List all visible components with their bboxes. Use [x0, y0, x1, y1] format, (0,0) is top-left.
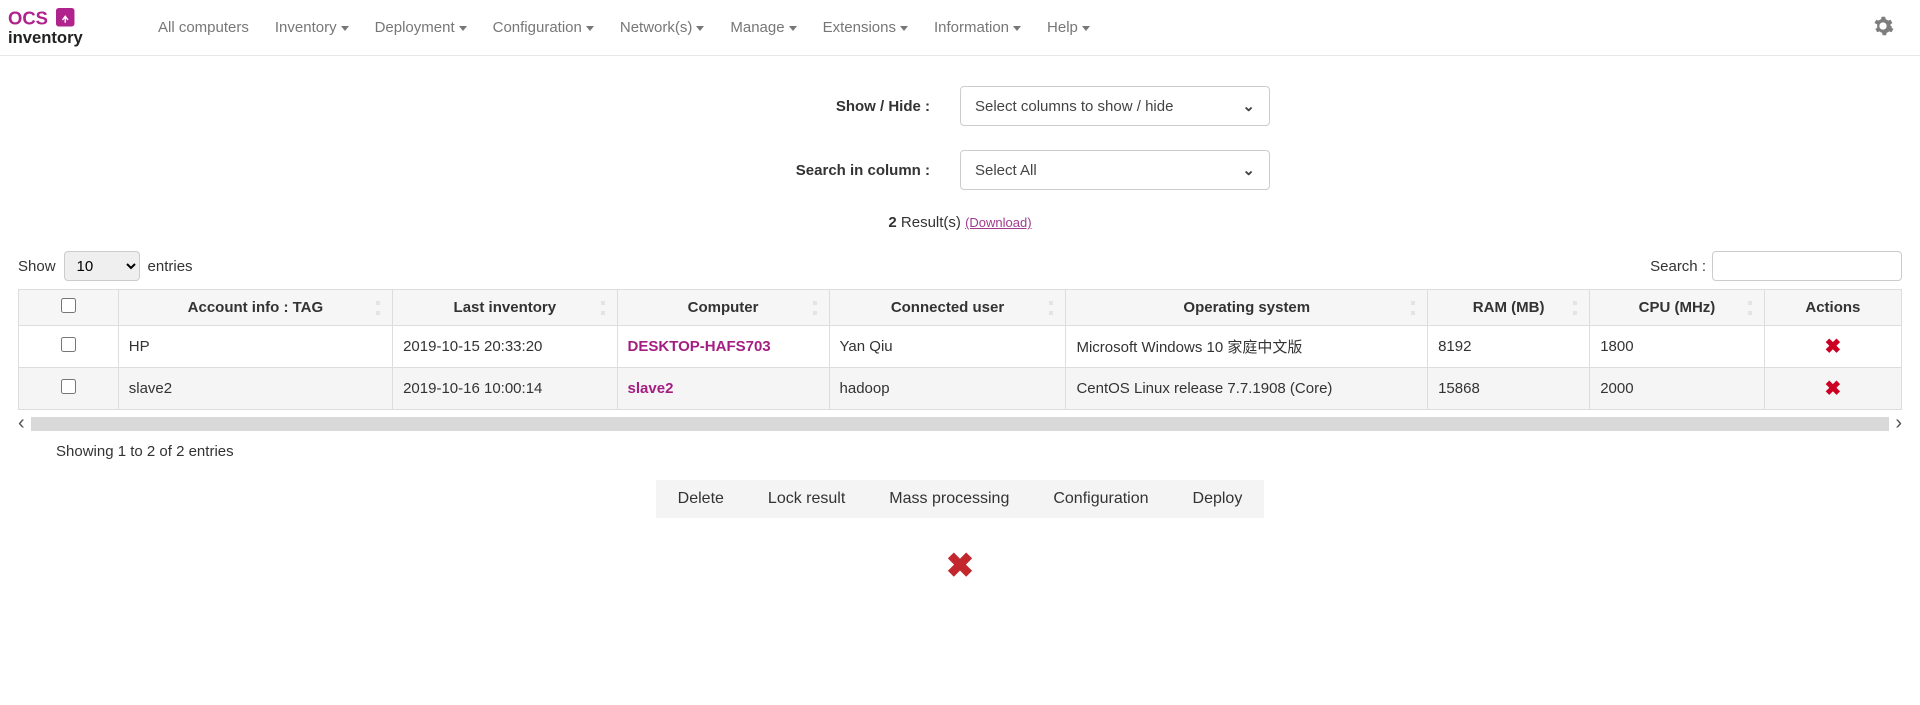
computers-table: Account info : TAG Last inventory Comput… [18, 289, 1902, 410]
cell-ram: 8192 [1428, 326, 1590, 368]
mass-processing-button[interactable]: Mass processing [867, 480, 1031, 518]
delete-row-icon[interactable]: ✖ [1825, 376, 1842, 401]
nav-item-configuration[interactable]: Configuration [493, 19, 594, 36]
scroll-track[interactable] [31, 417, 1890, 431]
navbar: OCS inventory All computers Inventory Depl… [0, 0, 1920, 56]
col-checkbox [19, 290, 119, 326]
chevron-down-icon: ⌄ [1242, 97, 1255, 115]
cell-computer: slave2 [617, 368, 829, 410]
row-checkbox[interactable] [61, 337, 76, 352]
search-input[interactable] [1712, 251, 1902, 281]
caret-down-icon [1013, 26, 1021, 31]
caret-down-icon [789, 26, 797, 31]
nav-item-network-s-[interactable]: Network(s) [620, 19, 705, 36]
caret-down-icon [341, 26, 349, 31]
col-os[interactable]: Operating system [1066, 290, 1428, 326]
caret-down-icon [459, 26, 467, 31]
col-actions: Actions [1764, 290, 1901, 326]
caret-down-icon [696, 26, 704, 31]
cell-last-inventory: 2019-10-16 10:00:14 [393, 368, 617, 410]
length-search-row: Show 10 entries Search : [0, 251, 1920, 289]
cell-tag: HP [118, 326, 392, 368]
table-wrap: Account info : TAG Last inventory Comput… [18, 289, 1902, 410]
show-label: Show [18, 258, 56, 275]
col-last-inventory[interactable]: Last inventory [393, 290, 617, 326]
col-connected-user[interactable]: Connected user [829, 290, 1066, 326]
mass-actions-bar: DeleteLock resultMass processingConfigur… [0, 480, 1920, 518]
page-length-select[interactable]: 10 [64, 251, 140, 281]
horizontal-scroll: ‹ › [18, 412, 1902, 435]
col-cpu[interactable]: CPU (MHz) [1590, 290, 1765, 326]
cell-actions: ✖ [1764, 368, 1901, 410]
nav-item-all-computers[interactable]: All computers [158, 19, 249, 36]
cell-ram: 15868 [1428, 368, 1590, 410]
col-account-tag[interactable]: Account info : TAG [118, 290, 392, 326]
search-label: Search : [1650, 258, 1706, 275]
cell-os: CentOS Linux release 7.7.1908 (Core) [1066, 368, 1428, 410]
table-row: HP2019-10-15 20:33:20 DESKTOP-HAFS703 Yan … [19, 326, 1902, 368]
scroll-left-icon[interactable]: ‹ [18, 412, 25, 435]
cell-actions: ✖ [1764, 326, 1901, 368]
configuration-button[interactable]: Configuration [1031, 480, 1170, 518]
show-hide-label: Show / Hide : [650, 98, 930, 115]
search-column-label: Search in column : [650, 162, 930, 179]
cell-user: Yan Qiu [829, 326, 1066, 368]
search-column-select[interactable]: Select All ⌄ [960, 150, 1270, 190]
scroll-right-icon[interactable]: › [1895, 412, 1902, 435]
nav-item-deployment[interactable]: Deployment [375, 19, 467, 36]
delete-button[interactable]: Delete [656, 480, 746, 518]
filter-area: Show / Hide : Select columns to show / h… [0, 86, 1920, 231]
deploy-button[interactable]: Deploy [1171, 480, 1265, 518]
nav-item-information[interactable]: Information [934, 19, 1021, 36]
results-line: 2 Result(s) (Download) [0, 214, 1920, 231]
cell-tag: slave2 [118, 368, 392, 410]
col-ram[interactable]: RAM (MB) [1428, 290, 1590, 326]
svg-text:inventory: inventory [8, 28, 84, 47]
nav-item-help[interactable]: Help [1047, 19, 1090, 36]
computer-link[interactable]: slave2 [628, 380, 674, 397]
caret-down-icon [586, 26, 594, 31]
svg-text:OCS: OCS [8, 8, 48, 29]
search-column-value: Select All [975, 162, 1037, 179]
settings-gear-icon[interactable] [1872, 15, 1894, 40]
results-count: 2 [888, 214, 896, 231]
close-panel: ✖ [0, 546, 1920, 586]
cell-last-inventory: 2019-10-15 20:33:20 [393, 326, 617, 368]
nav-item-extensions[interactable]: Extensions [823, 19, 908, 36]
chevron-down-icon: ⌄ [1242, 161, 1255, 179]
download-link[interactable]: (Download) [965, 215, 1031, 230]
cell-computer: DESKTOP-HAFS703 [617, 326, 829, 368]
lock-result-button[interactable]: Lock result [746, 480, 867, 518]
close-icon[interactable]: ✖ [946, 547, 975, 585]
nav-items: All computers Inventory Deployment Configur… [158, 19, 1854, 36]
cell-os: Microsoft Windows 10 家庭中文版 [1066, 326, 1428, 368]
nav-item-manage[interactable]: Manage [730, 19, 796, 36]
table-row: slave22019-10-16 10:00:14slave2hadoopCen… [19, 368, 1902, 410]
row-checkbox[interactable] [61, 379, 76, 394]
cell-cpu: 1800 [1590, 326, 1765, 368]
entries-label: entries [148, 258, 193, 275]
results-label: Result(s) [897, 214, 965, 231]
nav-item-inventory[interactable]: Inventory [275, 19, 349, 36]
delete-row-icon[interactable]: ✖ [1825, 334, 1842, 359]
caret-down-icon [900, 26, 908, 31]
show-hide-select[interactable]: Select columns to show / hide ⌄ [960, 86, 1270, 126]
computer-link[interactable]: DESKTOP-HAFS703 [628, 338, 771, 355]
cell-cpu: 2000 [1590, 368, 1765, 410]
cell-user: hadoop [829, 368, 1066, 410]
table-header-row: Account info : TAG Last inventory Comput… [19, 290, 1902, 326]
show-hide-value: Select columns to show / hide [975, 98, 1173, 115]
col-computer[interactable]: Computer [617, 290, 829, 326]
showing-info: Showing 1 to 2 of 2 entries [56, 443, 1920, 460]
logo[interactable]: OCS inventory [8, 8, 138, 47]
caret-down-icon [1082, 26, 1090, 31]
select-all-checkbox[interactable] [61, 298, 76, 313]
